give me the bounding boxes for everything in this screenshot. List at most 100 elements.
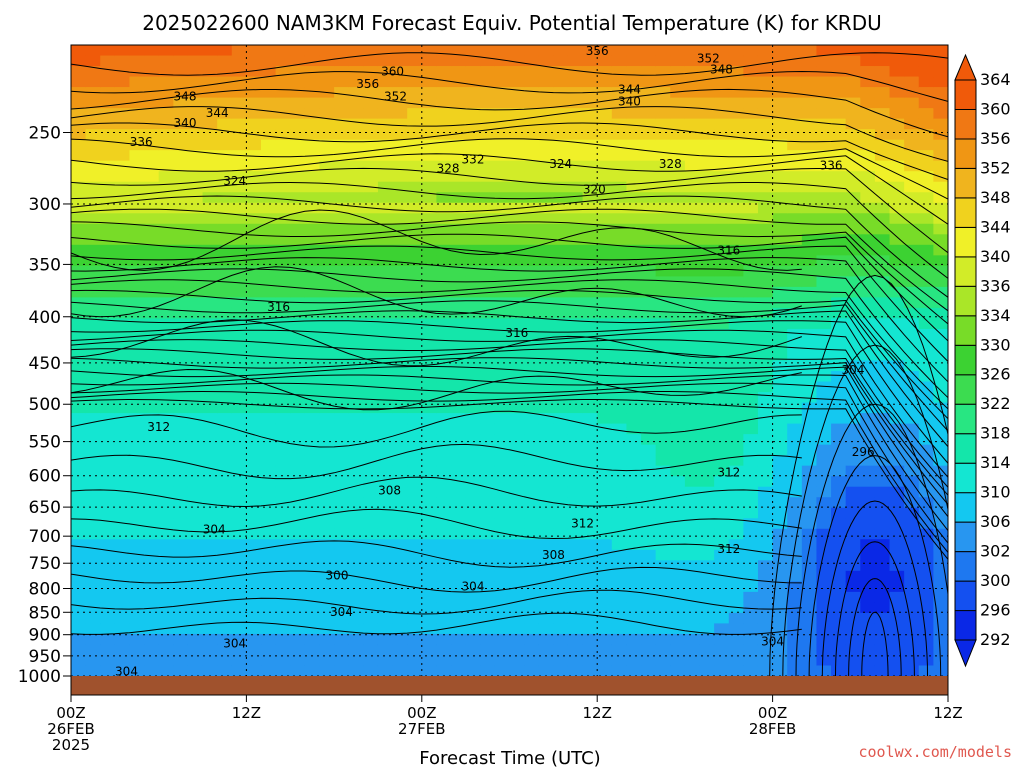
contour-line [71, 374, 948, 531]
contour-line [71, 319, 802, 367]
colorbar-label: 336 [980, 276, 1011, 295]
contour-line [71, 257, 948, 383]
contour-label: 304 [203, 522, 226, 536]
y-tick-label: 650 [29, 498, 61, 518]
contour-line [71, 329, 948, 478]
contour-line [71, 410, 802, 448]
colorbar-swatch [954, 315, 977, 346]
colorbar-label: 330 [980, 335, 1011, 354]
contour-line [861, 611, 889, 676]
contour-line [71, 52, 948, 76]
contour-line [71, 566, 802, 593]
x-tick-label: 00Z [56, 704, 85, 722]
contour-label: 360 [381, 65, 404, 79]
x-tick-label: 2025 [52, 736, 90, 754]
colorbar-label: 360 [980, 100, 1011, 119]
colorbar-label: 322 [980, 394, 1011, 413]
contour-label: 312 [147, 420, 170, 434]
contour-line [848, 578, 902, 676]
colorbar-swatch [954, 109, 977, 140]
contour-line [71, 122, 948, 180]
contour-line [71, 476, 802, 508]
colorbar-label: 348 [980, 188, 1011, 207]
contour-line [835, 541, 915, 676]
colorbar-label: 326 [980, 365, 1011, 384]
colorbar-swatch [954, 462, 977, 494]
contour-line [71, 357, 948, 505]
y-tick-label: 450 [29, 354, 61, 374]
contour-lines [71, 52, 948, 676]
contour-line [795, 403, 948, 676]
credit-link[interactable]: coolwx.com/models [858, 743, 1012, 761]
plot-frame [70, 44, 949, 696]
contour-line [71, 195, 948, 298]
y-tick-label: 750 [29, 554, 61, 574]
contour-label: 324 [223, 174, 246, 188]
contour-label: 316 [267, 300, 290, 314]
theta-e-field [71, 45, 948, 676]
y-tick-label: 250 [29, 123, 61, 143]
contour-line [71, 339, 948, 488]
contour-label: 348 [710, 63, 733, 77]
x-axis-label: Forecast Time (UTC) [419, 748, 600, 768]
contour-label: 328 [437, 161, 460, 175]
chart-title: 2025022600 NAM3KM Forecast Equiv. Potent… [142, 11, 882, 35]
contour-label: 356 [586, 44, 609, 58]
contour-label: 340 [618, 95, 641, 109]
colorbar-swatch [954, 521, 977, 553]
y-tick-label: 550 [29, 433, 61, 453]
contour-label: 304 [462, 580, 485, 594]
contour-label: 316 [717, 244, 740, 258]
colorbar-label: 314 [980, 453, 1011, 472]
y-tick-label: 600 [29, 467, 61, 487]
contour-line [71, 390, 948, 553]
contour-line [71, 443, 802, 480]
colorbar-swatch [954, 79, 977, 110]
x-tick-label: 12Z [583, 704, 612, 722]
colorbar-label: 306 [980, 512, 1011, 531]
y-tick-label: 800 [29, 580, 61, 600]
contour-label: 356 [356, 77, 379, 91]
contour-label: 312 [571, 517, 594, 531]
y-tick-label: 850 [29, 603, 61, 623]
contour-line [71, 88, 948, 138]
contour-label: 300 [326, 569, 349, 583]
contour-line [71, 266, 802, 318]
contour-label: 332 [462, 153, 485, 167]
contour-label: 296 [852, 445, 875, 459]
colorbar-swatch [954, 256, 977, 287]
colorbar-label: 364 [980, 70, 1011, 89]
colorbar-swatch [954, 374, 977, 405]
contour-label: 352 [697, 52, 720, 66]
contour-line [71, 310, 948, 448]
y-tick-label: 400 [29, 308, 61, 328]
plot-grid [71, 45, 948, 676]
contour-label: 304 [223, 636, 246, 650]
colorbar-label: 292 [980, 630, 1011, 649]
contour-line [821, 500, 928, 676]
ground-strip [71, 676, 948, 695]
contour-label: 336 [820, 159, 843, 173]
contour-label: 320 [583, 182, 606, 196]
contour-label: 344 [206, 106, 229, 120]
contour-label: 304 [330, 605, 353, 619]
contour-line [71, 289, 948, 420]
y-tick-label: 500 [29, 395, 61, 415]
contour-line [71, 221, 948, 325]
colorbar-swatch [954, 551, 977, 582]
colorbar-label: 340 [980, 247, 1011, 266]
colorbar-label: 334 [980, 306, 1011, 325]
contour-label: 352 [384, 89, 407, 103]
colorbar-swatch [954, 492, 977, 523]
contour-line [71, 209, 802, 271]
colorbar-label: 296 [980, 601, 1011, 620]
contour-line [71, 540, 802, 568]
contour-line [71, 612, 802, 635]
contour-line [71, 368, 802, 411]
contour-line [71, 153, 948, 225]
contour-label: 304 [761, 635, 784, 649]
contour-line [782, 344, 948, 676]
contour-label: 348 [174, 89, 197, 103]
